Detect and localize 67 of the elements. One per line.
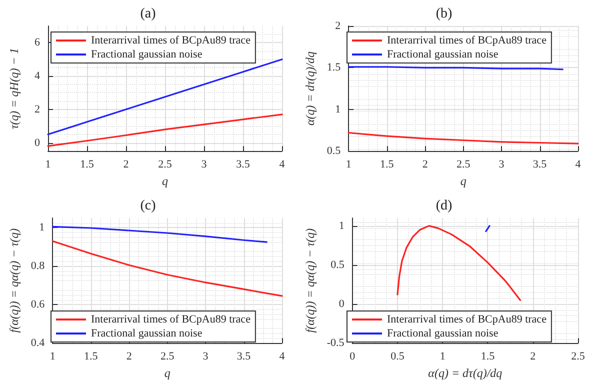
x-tick-label: 2.5 <box>456 158 471 171</box>
y-tick-label: 4 <box>34 70 40 82</box>
x-tick-label: 3 <box>498 158 505 171</box>
legend-label: Interarrival times of BCpAu89 trace <box>91 34 251 46</box>
x-tick-label: 1.5 <box>380 158 394 171</box>
chart-title: (a) <box>140 6 156 22</box>
y-tick-label: 0.6 <box>30 298 46 311</box>
y-tick-label: 0.8 <box>30 260 46 272</box>
x-axis-title: q <box>162 174 168 188</box>
x-tick-label: 1.5 <box>84 350 98 363</box>
y-tick-label: 0 <box>338 298 345 310</box>
x-tick-label: 2 <box>123 158 129 171</box>
y-tick-label: 6 <box>34 36 40 49</box>
x-tick-label: 3.5 <box>532 158 548 171</box>
x-axis-title: q <box>460 174 466 188</box>
y-axis-title: α(q) = dτ(q)/dq <box>303 52 317 126</box>
x-tick-label: 3.5 <box>236 158 250 171</box>
line-series <box>52 226 268 243</box>
x-tick-label: 2.5 <box>160 350 175 363</box>
legend-label: Fractional gaussian noise <box>91 328 202 340</box>
line-series <box>396 225 522 301</box>
y-tick-label: 1 <box>338 220 344 232</box>
chart-title: (d) <box>436 198 452 214</box>
y-tick-label: 0 <box>34 136 40 149</box>
x-tick-label: 4 <box>575 158 582 171</box>
y-tick-label: 1.5 <box>326 62 342 74</box>
legend-label: Interarrival times of BCpAu89 trace <box>91 314 251 326</box>
y-tick-label: 2 <box>34 103 40 116</box>
y-axis-title: f(α(q)) = qα(q) − τ(q) <box>7 228 21 333</box>
y-tick-label: -0.5 <box>326 337 345 350</box>
x-tick-label: 4 <box>279 350 286 363</box>
x-axis-title: q <box>164 366 170 380</box>
line-series <box>52 240 283 297</box>
y-tick-label: 0.5 <box>330 258 345 271</box>
line-series <box>47 114 283 147</box>
legend-label: Fractional gaussian noise <box>387 328 498 340</box>
x-tick-label: 1.5 <box>80 158 94 171</box>
x-tick-label: 1 <box>50 350 56 363</box>
y-tick-label: 0.4 <box>30 337 46 350</box>
x-tick-label: 3 <box>202 350 209 363</box>
y-tick-label: 1 <box>335 103 341 116</box>
legend-label: Interarrival times of BCpAu89 trace <box>387 314 547 326</box>
y-tick-label: 0.5 <box>326 145 342 158</box>
y-axis-title: τ(q) = qH(q) − 1 <box>7 48 21 130</box>
line-series <box>348 132 579 144</box>
line-series <box>47 58 283 136</box>
x-tick-label: 2.5 <box>158 158 172 171</box>
chart-title: (c) <box>140 198 156 214</box>
x-tick-label: 1 <box>440 350 446 363</box>
chart-title: (b) <box>436 6 452 22</box>
x-tick-label: 2.5 <box>571 350 586 363</box>
y-tick-label: 1 <box>39 222 45 234</box>
y-axis-title: f(α(q)) = qα(q) − τ(q) <box>303 228 317 333</box>
legend-label: Interarrival times of BCpAu89 trace <box>387 34 547 46</box>
x-tick-label: 0 <box>350 350 356 363</box>
x-tick-label: 2 <box>530 350 536 363</box>
legend-label: Fractional gaussian noise <box>91 48 202 60</box>
x-tick-label: 2 <box>126 350 132 363</box>
x-axis-title: α(q) = dτ(q)/dq <box>428 366 502 380</box>
x-tick-label: 2 <box>422 158 428 171</box>
y-tick-label: 2 <box>335 20 341 32</box>
x-tick-label: 4 <box>279 158 286 171</box>
x-tick-label: 1.5 <box>480 350 496 363</box>
x-tick-label: 3 <box>201 158 208 171</box>
x-tick-label: 0.5 <box>390 350 405 363</box>
legend-label: Fractional gaussian noise <box>387 48 498 60</box>
x-tick-label: 3.5 <box>236 350 252 363</box>
